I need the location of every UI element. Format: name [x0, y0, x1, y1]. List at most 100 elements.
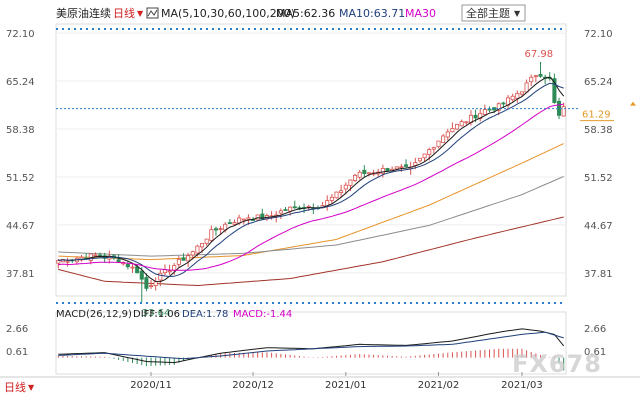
candle [325, 195, 330, 211]
macd-bar [298, 356, 300, 358]
candle-body [561, 106, 566, 117]
macd-bar [62, 355, 64, 358]
ma10-value: MA10:63.71 [339, 7, 405, 20]
candle [422, 153, 427, 162]
macd-bar [326, 356, 328, 358]
macd-bar [553, 356, 555, 358]
macd-dea-line [58, 331, 564, 360]
footer-period-selector[interactable]: 日线 [4, 380, 26, 394]
macd-bar [173, 357, 175, 365]
candle [283, 206, 288, 211]
candle [278, 208, 283, 220]
candle-body [366, 172, 371, 175]
macd-bar [451, 352, 453, 358]
current-price-marker-icon [630, 101, 636, 106]
candle-body [515, 92, 520, 99]
candle [130, 263, 135, 273]
period-selector[interactable]: 日线 [113, 6, 135, 20]
macd-bar [438, 353, 439, 358]
candle-body [153, 281, 158, 286]
candle [292, 200, 297, 209]
candle-body [348, 179, 353, 186]
candle-body [510, 95, 515, 101]
candle-body [464, 121, 469, 124]
candle [547, 72, 552, 81]
y-tick-right: 65.24 [584, 77, 613, 88]
macd-bar [475, 350, 477, 358]
candle-body [417, 157, 422, 162]
macd-bar [122, 357, 124, 361]
candle [353, 173, 358, 183]
macd-bar [285, 354, 286, 358]
y-tick-right: 72.10 [584, 29, 613, 40]
candle [204, 238, 209, 246]
candle-body [204, 238, 209, 244]
candle-body [552, 78, 557, 104]
candle [482, 104, 487, 117]
candle [79, 255, 84, 262]
high-label: 67.98 [525, 49, 554, 60]
candle [510, 93, 515, 102]
candle [121, 261, 126, 266]
macd-hist: MACD:-1.44 [233, 309, 292, 320]
candle-body [181, 257, 186, 261]
macd-tick-right: 0.61 [584, 347, 606, 358]
macd-bar [71, 356, 73, 358]
y-tick-left: 37.81 [6, 269, 35, 280]
candle-body [209, 229, 214, 241]
macd-tick-left: 2.66 [6, 324, 28, 335]
candle-body [445, 131, 450, 138]
y-tick-left: 44.67 [6, 221, 35, 232]
candle-body [533, 75, 538, 78]
macd-bar [363, 354, 365, 358]
candle-body [357, 171, 362, 178]
macd-bar [280, 353, 282, 358]
macd-bar [424, 354, 426, 358]
candle [260, 208, 265, 220]
macd-bar [238, 352, 240, 358]
candle [213, 226, 218, 236]
candle [417, 157, 422, 163]
macd-bar [507, 348, 509, 358]
candle [209, 225, 214, 242]
macd-bar [164, 357, 166, 366]
candle-body [441, 135, 446, 144]
y-tick-right: 44.67 [584, 221, 613, 232]
candle-body [149, 285, 154, 287]
x-tick-label: 2021/01 [325, 380, 367, 391]
grid [55, 23, 567, 375]
ma5-line [58, 76, 565, 283]
candle-body [278, 210, 283, 214]
footer-period-arrow-icon[interactable]: ▼ [28, 383, 35, 392]
macd-bar [113, 357, 115, 359]
macd-bar [410, 356, 412, 358]
x-tick-label: 2021/03 [501, 380, 543, 391]
macd-bar [178, 357, 180, 363]
macd-bar [104, 356, 106, 358]
candle-body [496, 103, 501, 111]
candle-body [427, 149, 432, 155]
candle-body [339, 190, 344, 193]
ma-settings-icon[interactable] [146, 7, 159, 19]
period-arrow-icon[interactable]: ▼ [137, 9, 144, 18]
macd-bar [470, 350, 472, 358]
macd-bar [544, 357, 546, 359]
macd-bar [428, 354, 430, 358]
macd-bar [141, 357, 143, 366]
candle-body [329, 196, 334, 201]
theme-button[interactable] [461, 4, 526, 22]
macd-bar [526, 350, 528, 358]
macd-bar [419, 355, 421, 358]
candle-body [283, 209, 288, 211]
chart-header: 美原油连续 日线 ▼ MA(5,10,30,60,100,200) MA5:62… [56, 4, 526, 22]
candle-body [487, 108, 492, 111]
candle-body [399, 166, 404, 169]
macd-bar [516, 348, 518, 358]
macd-panel-frame [55, 311, 567, 375]
candle-body [353, 174, 358, 182]
candle [450, 122, 455, 133]
macd-bar [220, 353, 222, 358]
candle-body [501, 102, 506, 105]
macd-bar [136, 357, 138, 365]
